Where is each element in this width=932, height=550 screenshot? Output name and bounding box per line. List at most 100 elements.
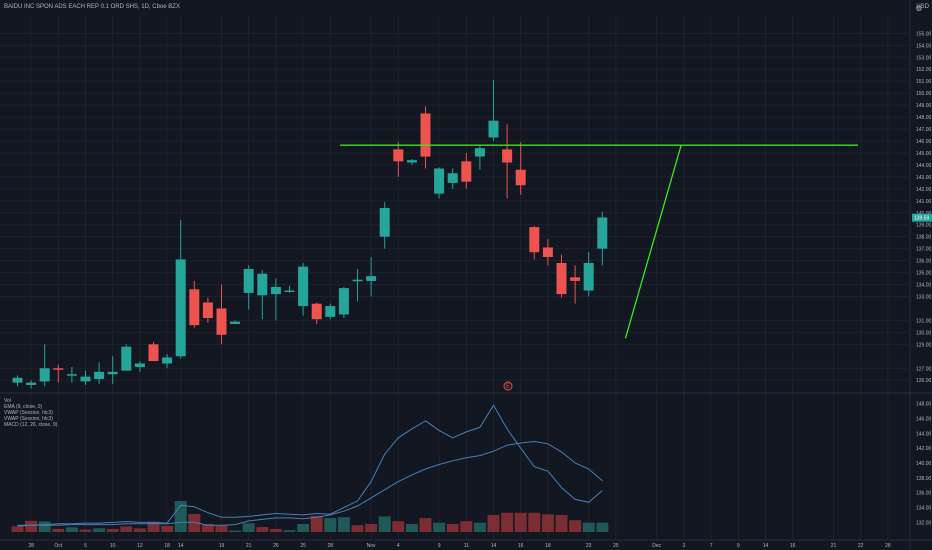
time-tick-label: 22 — [858, 543, 864, 549]
chart-title: BAIDU INC SPON ADS EACH REP 0.1 ORD SHS,… — [4, 4, 180, 10]
lower-tick-label: 138.00 — [916, 476, 932, 482]
time-tick-label: 19 — [219, 543, 225, 549]
time-tick-label: 3 — [683, 543, 686, 549]
volume-bar — [555, 514, 568, 532]
candle-body — [107, 371, 118, 375]
time-tick-label: 21 — [246, 543, 252, 549]
indicator-label[interactable]: EMA (9, close, 0) — [4, 404, 43, 410]
candle-body — [406, 160, 417, 163]
candle-body — [298, 266, 309, 307]
indicator-label[interactable]: Vol — [4, 398, 11, 404]
lower-tick-label: 140.00 — [916, 461, 932, 467]
candle-body — [121, 346, 132, 371]
earnings-label: E — [506, 384, 510, 390]
volume-bar — [297, 523, 310, 532]
lower-tick-label: 142.00 — [916, 446, 932, 452]
price-tick-label: 131.00 — [916, 318, 932, 324]
time-tick-label: 10 — [110, 543, 116, 549]
lower-tick-label: 136.00 — [916, 491, 932, 497]
candle-body — [94, 371, 105, 380]
volume-bar — [269, 528, 282, 532]
candle-body — [53, 368, 64, 370]
time-tick-label: 14 — [178, 543, 184, 549]
price-tick-label: 146.00 — [916, 139, 932, 145]
time-tick-label: 7 — [710, 543, 713, 549]
candle-body — [542, 247, 553, 258]
indicator-label[interactable]: MACD (12, 26, close, 9) — [4, 422, 58, 428]
candle-body — [80, 376, 91, 382]
price-tick-label: 127.00 — [916, 366, 932, 372]
volume-bar — [242, 523, 255, 532]
price-axis: 126.00 127.00 129.00 130.00 131.00 133.00 134.… — [916, 31, 932, 384]
candle-body — [583, 263, 594, 291]
volume-bar — [351, 525, 364, 532]
time-tick-label: 21 — [831, 543, 837, 549]
price-tick-label: 154.00 — [916, 43, 932, 49]
lower-tick-label: 146.00 — [916, 417, 932, 423]
candle-body — [420, 113, 431, 157]
candle-body — [162, 357, 173, 364]
volume-bar — [256, 527, 269, 532]
indicator-legend: Vol EMA (9, close, 0) VWAP (Session, hlc… — [4, 398, 57, 428]
candle-body — [311, 303, 322, 320]
candle-body — [447, 173, 458, 183]
candle-body — [39, 368, 50, 382]
volume-bar — [283, 530, 296, 532]
time-tick-label: 12 — [137, 543, 143, 549]
time-tick-label: 16 — [518, 543, 524, 549]
settings-icon[interactable]: ⚙ — [915, 4, 923, 13]
volume-bar — [582, 522, 595, 532]
time-tick-label: 14 — [763, 543, 769, 549]
candle-body — [134, 363, 145, 368]
volume-series — [11, 501, 609, 532]
time-axis: 28 Oct 5 10 12 18 14 19 21 26 25 28 Nov 4 9 11 14 16 18 23 2… — [28, 543, 891, 549]
volume-bar — [120, 526, 133, 532]
volume-bar — [93, 528, 106, 532]
price-tick-label: 147.00 — [916, 127, 932, 133]
price-tick-label: 141.00 — [916, 199, 932, 205]
time-tick-label: 14 — [491, 543, 497, 549]
volume-bar — [596, 522, 609, 532]
earnings-marker: E — [503, 381, 513, 391]
time-tick-label: 18 — [545, 543, 551, 549]
candle-body — [202, 302, 213, 319]
candle-body — [597, 217, 608, 249]
candle-body — [148, 344, 159, 362]
candle-body — [230, 321, 241, 324]
price-tick-label: 133.00 — [916, 294, 932, 300]
trend-line — [624, 145, 682, 339]
candle-body — [216, 308, 227, 335]
volume-bar — [161, 525, 174, 532]
candle-body — [189, 289, 200, 326]
volume-bar — [229, 530, 242, 532]
candle-body — [515, 169, 526, 186]
volume-bar — [569, 520, 582, 532]
volume-bar — [541, 514, 554, 532]
time-tick-label: 9 — [438, 543, 441, 549]
volume-bar — [52, 528, 65, 532]
price-tick-label: 144.00 — [916, 163, 932, 169]
candle-body — [257, 273, 268, 296]
price-tick-label: 151.00 — [916, 79, 932, 85]
vwap-line — [17, 440, 603, 527]
volume-bar — [446, 523, 459, 532]
candle-body — [352, 279, 363, 282]
candle-body — [284, 290, 295, 293]
candle-body — [243, 268, 254, 293]
indicator-label[interactable]: VWAP (Session, hlc3) — [4, 410, 53, 416]
candle-body — [461, 161, 472, 182]
volume-bar — [215, 525, 228, 532]
time-tick-label: 16 — [790, 543, 796, 549]
price-tick-label: 152.00 — [916, 67, 932, 73]
candle-body — [393, 149, 404, 162]
volume-bar — [392, 521, 405, 532]
time-tick-label: 26 — [273, 543, 279, 549]
volume-bar — [25, 520, 38, 532]
time-tick-label: 28 — [885, 543, 891, 549]
volume-bar — [473, 522, 486, 532]
candle-body — [556, 263, 567, 295]
indicator-label[interactable]: VWAP (Session, hlc3) — [4, 416, 53, 422]
volume-bar — [188, 514, 201, 532]
price-tick-label: 138.00 — [916, 235, 932, 241]
